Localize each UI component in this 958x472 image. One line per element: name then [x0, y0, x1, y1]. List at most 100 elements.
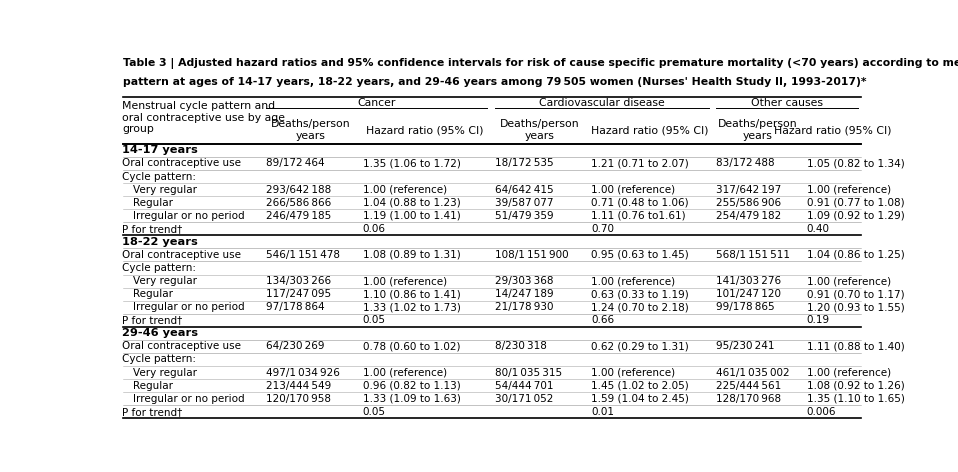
- Text: 1.21 (0.71 to 2.07): 1.21 (0.71 to 2.07): [591, 159, 689, 169]
- Text: 1.00 (reference): 1.00 (reference): [591, 185, 675, 194]
- Text: 18-22 years: 18-22 years: [122, 237, 197, 247]
- Text: 0.006: 0.006: [807, 407, 836, 417]
- Text: 1.11 (0.76 to1.61): 1.11 (0.76 to1.61): [591, 211, 686, 221]
- Text: 1.10 (0.86 to 1.41): 1.10 (0.86 to 1.41): [362, 289, 460, 299]
- Text: Very regular: Very regular: [133, 185, 197, 194]
- Text: 29-46 years: 29-46 years: [122, 329, 198, 338]
- Text: 1.00 (reference): 1.00 (reference): [591, 276, 675, 286]
- Text: Menstrual cycle pattern and
oral contraceptive use by age
group: Menstrual cycle pattern and oral contrac…: [122, 101, 285, 135]
- Text: Hazard ratio (95% CI): Hazard ratio (95% CI): [774, 125, 891, 135]
- Text: 0.62 (0.29 to 1.31): 0.62 (0.29 to 1.31): [591, 341, 689, 351]
- Text: Hazard ratio (95% CI): Hazard ratio (95% CI): [366, 125, 484, 135]
- Text: 0.91 (0.70 to 1.17): 0.91 (0.70 to 1.17): [807, 289, 904, 299]
- Text: Cardiovascular disease: Cardiovascular disease: [538, 98, 665, 108]
- Text: Regular: Regular: [133, 380, 173, 391]
- Text: 0.70: 0.70: [591, 224, 614, 234]
- Text: 0.63 (0.33 to 1.19): 0.63 (0.33 to 1.19): [591, 289, 689, 299]
- Text: 108/1 151 900: 108/1 151 900: [494, 250, 568, 260]
- Text: 29/303 368: 29/303 368: [494, 276, 553, 286]
- Text: 1.35 (1.10 to 1.65): 1.35 (1.10 to 1.65): [807, 394, 904, 404]
- Text: 80/1 035 315: 80/1 035 315: [494, 368, 561, 378]
- Text: Regular: Regular: [133, 198, 173, 208]
- Text: Irregular or no period: Irregular or no period: [133, 211, 244, 221]
- Text: Very regular: Very regular: [133, 276, 197, 286]
- Text: 14/247 189: 14/247 189: [494, 289, 554, 299]
- Text: 1.00 (reference): 1.00 (reference): [362, 185, 446, 194]
- Text: 0.19: 0.19: [807, 315, 830, 325]
- Text: 1.11 (0.88 to 1.40): 1.11 (0.88 to 1.40): [807, 341, 904, 351]
- Text: pattern at ages of 14-17 years, 18-22 years, and 29-46 years among 79 505 women : pattern at ages of 14-17 years, 18-22 ye…: [124, 77, 867, 87]
- Text: 1.59 (1.04 to 2.45): 1.59 (1.04 to 2.45): [591, 394, 689, 404]
- Text: 0.95 (0.63 to 1.45): 0.95 (0.63 to 1.45): [591, 250, 689, 260]
- Text: 213/444 549: 213/444 549: [266, 380, 331, 391]
- Text: 293/642 188: 293/642 188: [266, 185, 331, 194]
- Text: 18/172 535: 18/172 535: [494, 159, 554, 169]
- Text: 99/178 865: 99/178 865: [716, 302, 775, 312]
- Text: Oral contraceptive use: Oral contraceptive use: [122, 341, 241, 351]
- Text: 30/171 052: 30/171 052: [494, 394, 553, 404]
- Text: Other causes: Other causes: [751, 98, 823, 108]
- Text: 1.20 (0.93 to 1.55): 1.20 (0.93 to 1.55): [807, 302, 904, 312]
- Text: Cancer: Cancer: [357, 98, 396, 108]
- Text: P for trend†: P for trend†: [122, 315, 182, 325]
- Text: 1.00 (reference): 1.00 (reference): [362, 276, 446, 286]
- Text: 1.00 (reference): 1.00 (reference): [807, 185, 891, 194]
- Text: Deaths/person
years: Deaths/person years: [271, 119, 351, 142]
- Text: 1.33 (1.02 to 1.73): 1.33 (1.02 to 1.73): [362, 302, 461, 312]
- Text: 0.40: 0.40: [807, 224, 830, 234]
- Text: 1.35 (1.06 to 1.72): 1.35 (1.06 to 1.72): [362, 159, 461, 169]
- Text: Cycle pattern:: Cycle pattern:: [122, 171, 196, 182]
- Text: Deaths/person
years: Deaths/person years: [718, 119, 797, 142]
- Text: 101/247 120: 101/247 120: [716, 289, 781, 299]
- Text: P for trend†: P for trend†: [122, 407, 182, 417]
- Text: 1.08 (0.92 to 1.26): 1.08 (0.92 to 1.26): [807, 380, 904, 391]
- Text: 64/642 415: 64/642 415: [494, 185, 554, 194]
- Text: 8/230 318: 8/230 318: [494, 341, 547, 351]
- Text: 128/170 968: 128/170 968: [716, 394, 781, 404]
- Text: Oral contraceptive use: Oral contraceptive use: [122, 159, 241, 169]
- Text: 1.00 (reference): 1.00 (reference): [807, 368, 891, 378]
- Text: 1.08 (0.89 to 1.31): 1.08 (0.89 to 1.31): [362, 250, 460, 260]
- Text: 1.24 (0.70 to 2.18): 1.24 (0.70 to 2.18): [591, 302, 689, 312]
- Text: 1.00 (reference): 1.00 (reference): [362, 368, 446, 378]
- Text: 1.33 (1.09 to 1.63): 1.33 (1.09 to 1.63): [362, 394, 461, 404]
- Text: 14-17 years: 14-17 years: [122, 145, 197, 155]
- Text: 1.19 (1.00 to 1.41): 1.19 (1.00 to 1.41): [362, 211, 460, 221]
- Text: Cycle pattern:: Cycle pattern:: [122, 263, 196, 273]
- Text: 568/1 151 511: 568/1 151 511: [716, 250, 790, 260]
- Text: 141/303 276: 141/303 276: [716, 276, 781, 286]
- Text: 0.71 (0.48 to 1.06): 0.71 (0.48 to 1.06): [591, 198, 689, 208]
- Text: 546/1 151 478: 546/1 151 478: [266, 250, 340, 260]
- Text: Table 3 | Adjusted hazard ratios and 95% confidence intervals for risk of cause : Table 3 | Adjusted hazard ratios and 95%…: [124, 59, 958, 69]
- Text: 64/230 269: 64/230 269: [266, 341, 325, 351]
- Text: 1.00 (reference): 1.00 (reference): [591, 368, 675, 378]
- Text: 21/178 930: 21/178 930: [494, 302, 553, 312]
- Text: Oral contraceptive use: Oral contraceptive use: [122, 250, 241, 260]
- Text: 54/444 701: 54/444 701: [494, 380, 553, 391]
- Text: Hazard ratio (95% CI): Hazard ratio (95% CI): [591, 125, 709, 135]
- Text: 97/178 864: 97/178 864: [266, 302, 325, 312]
- Text: 120/170 958: 120/170 958: [266, 394, 331, 404]
- Text: 225/444 561: 225/444 561: [716, 380, 781, 391]
- Text: 497/1 034 926: 497/1 034 926: [266, 368, 340, 378]
- Text: 39/587 077: 39/587 077: [494, 198, 553, 208]
- Text: P for trend†: P for trend†: [122, 224, 182, 234]
- Text: 1.00 (reference): 1.00 (reference): [807, 276, 891, 286]
- Text: 1.45 (1.02 to 2.05): 1.45 (1.02 to 2.05): [591, 380, 689, 391]
- Text: 0.66: 0.66: [591, 315, 614, 325]
- Text: 51/479 359: 51/479 359: [494, 211, 554, 221]
- Text: 0.05: 0.05: [362, 315, 385, 325]
- Text: 1.09 (0.92 to 1.29): 1.09 (0.92 to 1.29): [807, 211, 904, 221]
- Text: 134/303 266: 134/303 266: [266, 276, 331, 286]
- Text: Very regular: Very regular: [133, 368, 197, 378]
- Text: 1.04 (0.88 to 1.23): 1.04 (0.88 to 1.23): [362, 198, 460, 208]
- Text: 461/1 035 002: 461/1 035 002: [716, 368, 789, 378]
- Text: Deaths/person
years: Deaths/person years: [499, 119, 579, 142]
- Text: 0.96 (0.82 to 1.13): 0.96 (0.82 to 1.13): [362, 380, 460, 391]
- Text: 1.04 (0.86 to 1.25): 1.04 (0.86 to 1.25): [807, 250, 904, 260]
- Text: 317/642 197: 317/642 197: [716, 185, 781, 194]
- Text: 117/247 095: 117/247 095: [266, 289, 331, 299]
- Text: 0.05: 0.05: [362, 407, 385, 417]
- Text: Irregular or no period: Irregular or no period: [133, 394, 244, 404]
- Text: 0.91 (0.77 to 1.08): 0.91 (0.77 to 1.08): [807, 198, 904, 208]
